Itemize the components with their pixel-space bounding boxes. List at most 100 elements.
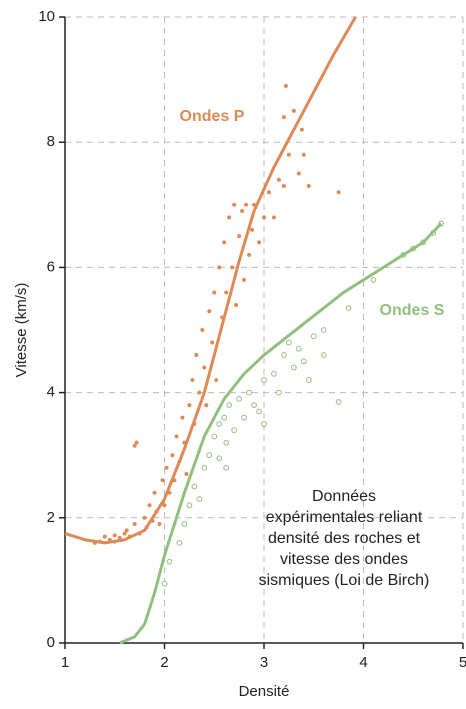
- y-tick-label: 4: [47, 384, 55, 401]
- annotation: expérimentales reliant: [266, 509, 423, 526]
- data-point: [299, 127, 304, 132]
- data-point: [250, 227, 255, 232]
- series-label: Ondes P: [180, 108, 245, 125]
- data-point: [281, 115, 286, 120]
- data-point: [217, 265, 222, 270]
- series-line: [119, 222, 443, 645]
- data-point: [223, 464, 230, 471]
- data-point: [187, 403, 192, 408]
- data-point: [176, 539, 183, 546]
- data-point: [266, 190, 271, 195]
- x-tick-label: 2: [160, 654, 168, 671]
- data-point: [276, 177, 281, 182]
- data-point: [202, 365, 207, 370]
- data-point: [204, 403, 209, 408]
- data-point: [223, 439, 230, 446]
- data-point: [166, 558, 173, 565]
- data-point: [247, 252, 252, 257]
- data-point: [132, 443, 137, 448]
- data-point: [186, 502, 193, 509]
- data-point: [190, 378, 195, 383]
- data-point: [241, 414, 248, 421]
- annotation: densité des roches et: [268, 530, 421, 547]
- data-point: [211, 433, 218, 440]
- data-point: [181, 521, 188, 527]
- data-point: [164, 465, 169, 470]
- y-axis-label: Vitesse (km/s): [13, 283, 30, 378]
- data-point: [222, 240, 227, 245]
- data-point: [283, 83, 288, 88]
- data-point: [262, 215, 266, 220]
- data-point: [212, 290, 217, 295]
- data-point: [161, 580, 168, 587]
- data-point: [230, 265, 235, 270]
- data-point: [335, 399, 342, 405]
- data-point: [147, 503, 152, 508]
- data-point: [300, 358, 307, 365]
- annotation: Données: [312, 488, 376, 505]
- data-point: [196, 496, 203, 502]
- data-point: [301, 152, 306, 157]
- data-point: [102, 534, 107, 539]
- x-tick-label: 1: [61, 654, 69, 671]
- data-point: [170, 453, 175, 458]
- data-point: [281, 352, 287, 358]
- data-point: [157, 522, 162, 527]
- x-tick-label: 3: [260, 654, 268, 671]
- data-point: [216, 421, 223, 427]
- data-point: [246, 389, 252, 396]
- series-line: [64, 16, 357, 545]
- data-point: [370, 277, 377, 283]
- data-point: [336, 190, 341, 195]
- annotation: sismiques (Loi de Birch): [259, 572, 430, 589]
- y-tick-label: 2: [47, 509, 55, 526]
- data-point: [271, 370, 277, 377]
- data-point: [216, 455, 223, 462]
- annotation: vitesse des ondes: [280, 551, 408, 568]
- data-point: [244, 202, 249, 207]
- data-point: [345, 305, 352, 311]
- data-point: [310, 333, 317, 340]
- series-label: Ondes S: [380, 302, 445, 319]
- data-point: [162, 503, 167, 508]
- data-point: [240, 209, 245, 214]
- data-point: [305, 377, 312, 383]
- data-point: [210, 340, 215, 345]
- data-point: [191, 483, 198, 490]
- data-point: [261, 421, 267, 427]
- data-point: [197, 390, 202, 395]
- data-point: [200, 328, 205, 332]
- data-point: [281, 184, 286, 189]
- data-point: [234, 302, 239, 307]
- data-point: [142, 515, 147, 520]
- data-point: [242, 277, 247, 282]
- data-point: [206, 452, 213, 459]
- data-point: [236, 395, 243, 402]
- data-point: [184, 471, 189, 476]
- data-point: [124, 528, 129, 533]
- y-tick-label: 8: [47, 133, 55, 150]
- data-point: [261, 377, 267, 383]
- data-point: [290, 364, 297, 371]
- data-point: [160, 478, 165, 483]
- data-point: [112, 533, 117, 538]
- data-point: [285, 339, 292, 346]
- data-point: [226, 402, 233, 409]
- data-point: [276, 389, 282, 396]
- data-point: [306, 184, 311, 189]
- data-point: [295, 345, 302, 352]
- data-point: [122, 531, 127, 536]
- data-point: [232, 202, 237, 207]
- data-point: [320, 352, 327, 358]
- x-tick-label: 4: [359, 654, 367, 671]
- data-point: [237, 234, 242, 239]
- x-axis-label: Densité: [239, 683, 290, 700]
- data-point: [214, 378, 219, 383]
- data-point: [257, 240, 262, 245]
- data-point: [227, 215, 232, 220]
- data-point: [132, 522, 137, 527]
- data-point: [256, 408, 262, 415]
- data-point: [180, 415, 185, 420]
- y-tick-label: 6: [47, 258, 55, 275]
